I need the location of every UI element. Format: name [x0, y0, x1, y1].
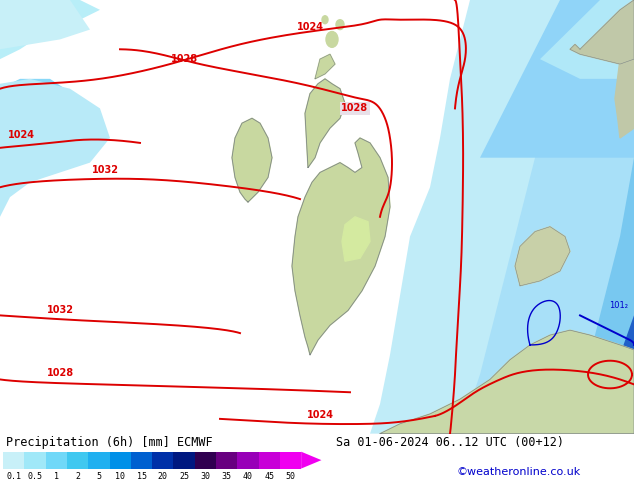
Polygon shape: [615, 59, 634, 138]
Bar: [110, 452, 131, 468]
PathPatch shape: [0, 79, 90, 177]
Polygon shape: [570, 0, 634, 64]
Ellipse shape: [326, 31, 338, 48]
Text: 5: 5: [96, 472, 101, 481]
PathPatch shape: [560, 158, 634, 434]
Ellipse shape: [336, 20, 344, 29]
Bar: [280, 452, 301, 468]
PathPatch shape: [0, 79, 110, 217]
Text: 101₂: 101₂: [609, 301, 628, 311]
Text: 1028: 1028: [46, 368, 74, 378]
Bar: [25, 452, 46, 468]
Text: 1032: 1032: [46, 305, 74, 316]
Text: 30: 30: [200, 472, 210, 481]
Polygon shape: [342, 217, 370, 261]
Text: 35: 35: [222, 472, 231, 481]
PathPatch shape: [480, 0, 634, 158]
PathPatch shape: [580, 316, 634, 434]
Text: 2: 2: [75, 472, 80, 481]
Text: 45: 45: [264, 472, 275, 481]
Polygon shape: [301, 452, 321, 468]
PathPatch shape: [370, 0, 634, 434]
Bar: [88, 452, 110, 468]
Text: 1024: 1024: [306, 410, 333, 420]
Bar: [195, 452, 216, 468]
Text: ©weatheronline.co.uk: ©weatheronline.co.uk: [456, 467, 581, 477]
Polygon shape: [315, 54, 335, 79]
Text: 15: 15: [136, 472, 146, 481]
Text: 0.1: 0.1: [6, 472, 22, 481]
Bar: [259, 452, 280, 468]
Bar: [67, 452, 88, 468]
Text: 1024: 1024: [8, 130, 35, 140]
PathPatch shape: [460, 0, 634, 434]
Text: 10: 10: [115, 472, 126, 481]
Text: 1: 1: [54, 472, 59, 481]
PathPatch shape: [0, 0, 90, 49]
Polygon shape: [515, 227, 570, 286]
Bar: [237, 452, 259, 468]
Bar: [46, 452, 67, 468]
Bar: [174, 452, 195, 468]
Bar: [216, 452, 237, 468]
Ellipse shape: [322, 16, 328, 24]
Text: Precipitation (6h) [mm] ECMWF: Precipitation (6h) [mm] ECMWF: [6, 436, 213, 449]
PathPatch shape: [540, 0, 634, 79]
Text: 20: 20: [158, 472, 168, 481]
Polygon shape: [292, 138, 390, 355]
Polygon shape: [232, 118, 272, 202]
Text: 1028: 1028: [342, 103, 368, 113]
Polygon shape: [305, 79, 345, 168]
Text: 1032: 1032: [91, 166, 119, 175]
PathPatch shape: [0, 0, 100, 59]
Bar: [131, 452, 152, 468]
Ellipse shape: [585, 355, 634, 394]
Text: 40: 40: [243, 472, 253, 481]
Text: 50: 50: [285, 472, 295, 481]
Text: 1028: 1028: [171, 54, 198, 64]
Text: 1024: 1024: [297, 22, 323, 31]
Polygon shape: [380, 330, 634, 434]
Text: 0.5: 0.5: [28, 472, 42, 481]
Bar: [3, 452, 25, 468]
Bar: [152, 452, 174, 468]
Text: 25: 25: [179, 472, 189, 481]
Text: Sa 01-06-2024 06..12 UTC (00+12): Sa 01-06-2024 06..12 UTC (00+12): [336, 436, 564, 449]
